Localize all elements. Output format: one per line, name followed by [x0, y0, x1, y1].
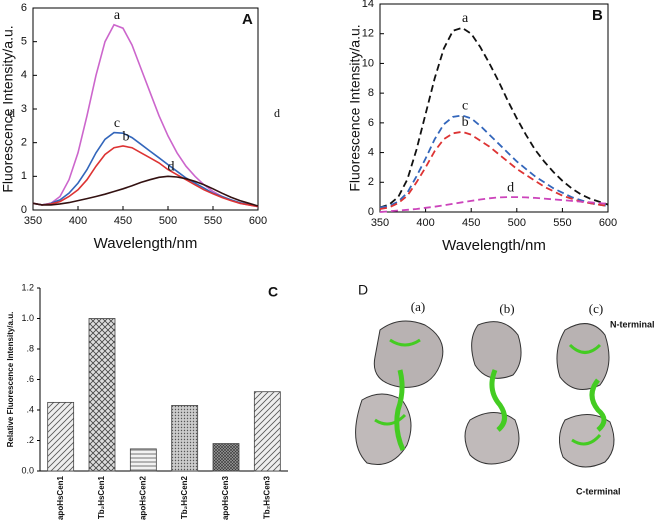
x-tick-label: 450	[462, 217, 480, 229]
curve-label: b	[462, 115, 469, 130]
x-tick-label: 350	[24, 215, 42, 227]
bar	[88, 318, 116, 472]
column-label: (b)	[499, 301, 514, 316]
plot-frame	[32, 7, 259, 211]
curve-label: d	[168, 160, 175, 175]
x-tick-label: 600	[599, 217, 617, 229]
x-tick-label: 350	[371, 217, 389, 229]
y-tick-label: .8	[26, 343, 34, 353]
annotation: d	[274, 106, 280, 120]
x-tick-label: 400	[416, 217, 434, 229]
terminal-label: C-terminal	[576, 486, 621, 496]
y-tick-label: 3	[21, 103, 27, 115]
curve-label: c	[114, 116, 120, 131]
x-tick-label: 400	[69, 215, 87, 227]
y-tick-label: 1	[21, 170, 27, 182]
y-tick-label: .6	[26, 374, 34, 384]
y-tick-label: 6	[368, 117, 374, 129]
x-tick-label: 600	[249, 215, 267, 227]
curve	[379, 26, 609, 209]
y-tick-label: 12	[362, 28, 374, 40]
x-tick-label: 550	[553, 217, 571, 229]
protein-b	[464, 321, 522, 465]
y-tick-label: 1.0	[21, 313, 34, 323]
y-tick-label: 2	[368, 176, 374, 188]
curve-label: d	[507, 180, 514, 195]
column-label: (c)	[589, 301, 603, 316]
plot-frame	[379, 3, 609, 213]
bar	[129, 448, 157, 472]
curve	[32, 175, 259, 207]
panel-label: C	[268, 284, 278, 300]
panel-label: B	[592, 7, 603, 24]
annotation: d	[9, 106, 15, 120]
x-tick-label: Tb₂HsCen2	[180, 475, 189, 519]
curve-label: a	[114, 8, 121, 23]
y-tick-label: 0	[21, 204, 27, 216]
x-tick-label: 550	[204, 215, 222, 227]
y-tick-label: .4	[26, 404, 34, 414]
x-tick-label: Tb₂HsCen3	[262, 475, 271, 519]
terminal-label: N-terminal	[610, 319, 655, 329]
curve	[379, 114, 609, 209]
x-tick-label: 500	[159, 215, 177, 227]
panel-label: D	[358, 282, 368, 298]
y-tick-label: 5	[21, 36, 27, 48]
protein-a	[355, 320, 444, 465]
curve	[32, 23, 259, 208]
x-axis-label: Wavelength/nm	[442, 237, 546, 254]
curve-label: b	[123, 129, 130, 144]
y-axis-label: Fluorescence Intensity/a.u.	[0, 25, 16, 192]
x-tick-label: 500	[508, 217, 526, 229]
curve-label: a	[462, 11, 469, 26]
y-tick-label: 8	[368, 87, 374, 99]
bar	[253, 391, 281, 472]
y-tick-label: 6	[21, 2, 27, 14]
y-tick-label: 14	[362, 0, 374, 10]
panel-label: A	[242, 11, 253, 28]
y-axis-label: Relative Fluorescence Intensity/a.u.	[6, 312, 15, 448]
y-tick-label: 1.2	[21, 282, 34, 292]
curve	[32, 131, 259, 207]
y-tick-label: .2	[26, 435, 34, 445]
bar	[47, 401, 75, 472]
y-tick-label: 4	[21, 69, 27, 81]
y-tick-label: 0.0	[21, 465, 34, 475]
curve-label: c	[462, 99, 468, 114]
x-axis-label: Wavelength/nm	[94, 235, 198, 252]
y-tick-label: 2	[21, 137, 27, 149]
column-label: (a)	[411, 299, 425, 314]
y-axis-label: Fluorescence Intensity/a.u.	[347, 24, 363, 191]
curve	[379, 196, 609, 213]
curve	[32, 145, 259, 208]
structure-panel: D (a) (b) (c) N-terminal C-terminal	[355, 282, 655, 496]
bar	[212, 443, 240, 472]
x-tick-label: apoHsCen3	[221, 475, 230, 520]
y-tick-label: 4	[368, 146, 374, 158]
curve	[379, 130, 609, 210]
x-tick-label: apoHsCen2	[138, 475, 147, 520]
bar	[171, 405, 199, 472]
y-tick-label: 0	[368, 206, 374, 218]
protein-c	[556, 323, 615, 468]
x-tick-label: 450	[114, 215, 132, 227]
x-tick-label: Tb₂HsCen1	[97, 475, 106, 519]
y-tick-label: 10	[362, 57, 374, 69]
x-tick-label: apoHsCen1	[56, 475, 65, 520]
